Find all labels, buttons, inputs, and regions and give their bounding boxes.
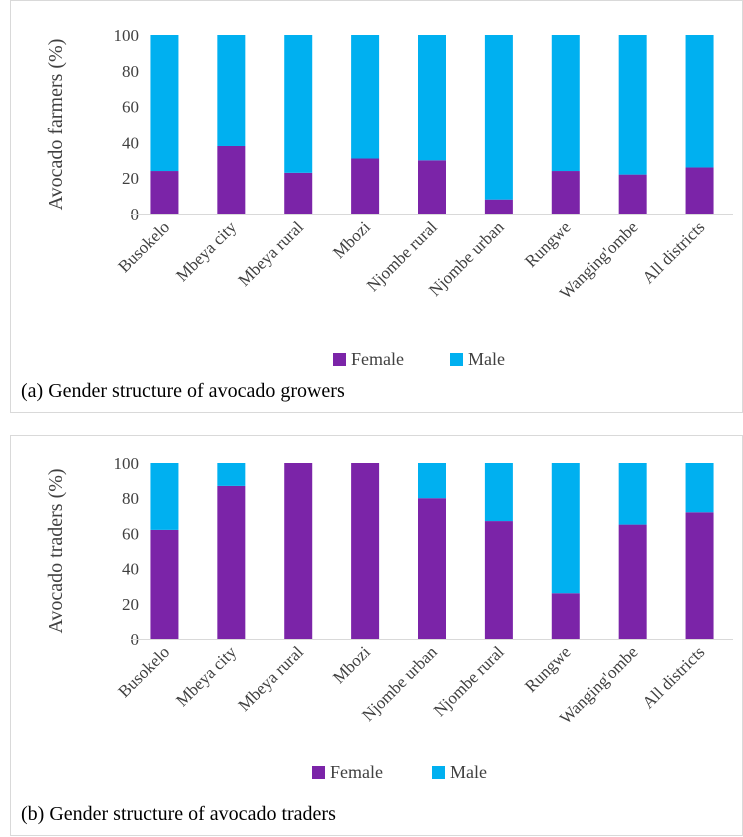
traders-caption: (b) Gender structure of avocado traders bbox=[21, 803, 336, 825]
growers-bar-female bbox=[284, 172, 313, 214]
growers-bar-female bbox=[217, 145, 246, 214]
traders-bar-female bbox=[351, 463, 380, 639]
growers-category-label: Rungwe bbox=[521, 217, 575, 271]
traders-category-label: Mbozi bbox=[329, 642, 374, 687]
growers-y-tick-label: 60 bbox=[122, 98, 139, 117]
growers-category-label: Mbozi bbox=[329, 217, 374, 262]
growers-bar-male bbox=[685, 35, 714, 168]
growers-bar-female bbox=[685, 167, 714, 214]
growers-category-label: Mbeya rural bbox=[235, 217, 308, 290]
traders-bar-male bbox=[685, 463, 714, 513]
growers-y-axis-label: Avocado farmers (%) bbox=[45, 39, 67, 211]
traders-y-axis-label: Avocado traders (%) bbox=[45, 468, 67, 633]
traders-y-tick-label: 80 bbox=[122, 489, 139, 508]
growers-bar-female bbox=[484, 199, 513, 214]
growers-legend-male-swatch bbox=[450, 353, 463, 366]
growers-bar-female bbox=[551, 171, 580, 214]
traders-bar-female bbox=[551, 593, 580, 639]
growers-bar-male bbox=[551, 35, 580, 172]
growers-y-tick-label: 100 bbox=[114, 26, 140, 45]
traders-bar-male bbox=[418, 463, 446, 499]
traders-bar-female bbox=[685, 512, 714, 639]
traders-category-label: All districts bbox=[639, 642, 709, 712]
growers-legend: Female Male bbox=[333, 349, 505, 369]
growers-y-tick-label: 80 bbox=[122, 62, 139, 81]
traders-bar-female bbox=[418, 498, 446, 639]
traders-bar-male bbox=[484, 463, 513, 522]
growers-legend-male-label: Male bbox=[468, 349, 505, 369]
growers-bar-male bbox=[418, 35, 446, 161]
traders-bar-female bbox=[150, 529, 179, 639]
growers-bar-male bbox=[217, 35, 246, 146]
growers-y-tick-label: 40 bbox=[122, 133, 139, 152]
growers-bar-female bbox=[150, 171, 179, 214]
traders-y-tick-label: 100 bbox=[114, 454, 140, 473]
growers-legend-female-swatch bbox=[333, 353, 346, 366]
growers-category-label: Mbeya city bbox=[172, 217, 240, 285]
growers-caption: (a) Gender structure of avocado growers bbox=[21, 380, 345, 402]
traders-category-label: Rungwe bbox=[521, 642, 575, 696]
traders-category-label: Njombe rural bbox=[430, 642, 508, 720]
growers-bar-male bbox=[618, 35, 647, 175]
traders-legend-male-label: Male bbox=[450, 762, 487, 782]
traders-bar-female bbox=[284, 463, 313, 639]
traders-y-tick-label: 60 bbox=[122, 524, 139, 543]
traders-bar-male bbox=[551, 463, 580, 594]
traders-category-label: Mbeya rural bbox=[235, 642, 308, 715]
growers-bar-male bbox=[484, 35, 513, 200]
traders-bar-female bbox=[618, 524, 647, 639]
growers-bar-male bbox=[284, 35, 313, 173]
chart-panel-growers: 0 20 40 60 80 100 Busokelo Mbeya city Mbeya rura… bbox=[10, 0, 743, 413]
traders-category-label: Busokelo bbox=[114, 642, 173, 701]
traders-bar-male bbox=[150, 463, 179, 530]
growers-bar-female bbox=[351, 158, 380, 214]
traders-legend-female-swatch bbox=[312, 766, 325, 779]
growers-bar-male bbox=[351, 35, 380, 159]
growers-y-tick-label: 20 bbox=[122, 169, 139, 188]
chart-panel-traders: 0 20 40 60 80 100 Busokelo Mbeya city Mbeya rura… bbox=[10, 435, 743, 836]
growers-legend-female-label: Female bbox=[351, 349, 404, 369]
growers-category-label: Busokelo bbox=[114, 217, 173, 276]
growers-bar-male bbox=[150, 35, 179, 172]
traders-category-label: Mbeya city bbox=[172, 642, 240, 710]
traders-bar-male bbox=[618, 463, 647, 525]
traders-bar-female bbox=[484, 521, 513, 639]
traders-legend-male-swatch bbox=[432, 766, 445, 779]
growers-bar-female bbox=[418, 160, 446, 214]
traders-bar-male bbox=[217, 463, 246, 486]
traders-legend: Female Male bbox=[312, 762, 487, 782]
growers-category-label: All districts bbox=[639, 217, 709, 287]
traders-y-tick-label: 20 bbox=[122, 595, 139, 614]
traders-legend-female-label: Female bbox=[330, 762, 383, 782]
growers-bar-female bbox=[618, 174, 647, 214]
traders-y-tick-label: 40 bbox=[122, 560, 139, 579]
traders-bar-female bbox=[217, 485, 246, 639]
